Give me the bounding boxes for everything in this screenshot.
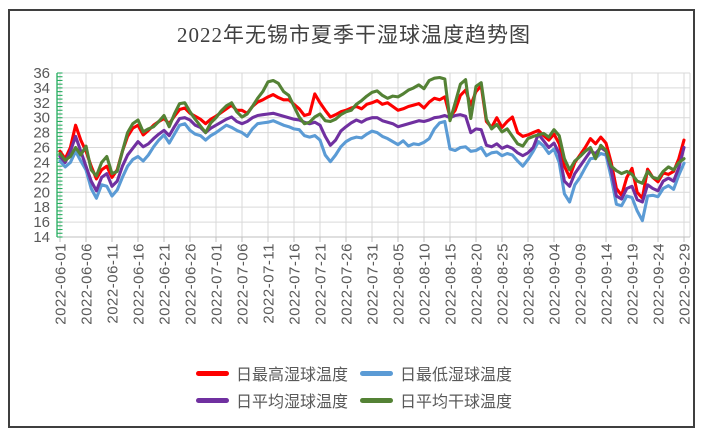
legend-label: 日最高湿球温度 (235, 367, 348, 384)
y-tick-label: 34 (33, 80, 50, 97)
x-tick-label: 2022-09-19 (625, 243, 642, 325)
x-tick-label: 2022-08-30 (521, 243, 538, 325)
x-tick-label: 2022-08-05 (391, 243, 408, 325)
x-tick-label: 2022-07-11 (261, 243, 278, 324)
series-line-日平均湿球温度 (58, 111, 686, 204)
legend-row-1: 日最高湿球温度 日最低湿球温度 (195, 361, 512, 385)
legend-swatch-green-line (360, 397, 393, 403)
y-tick-label: 22 (33, 169, 50, 186)
x-tick-label: 2022-09-24 (651, 243, 668, 325)
y-tick-label: 24 (33, 154, 50, 171)
y-tick-label: 16 (33, 214, 50, 231)
chart-title: 2022年无锡市夏季干湿球温度趋势图 (177, 23, 531, 47)
x-tick-label: 2022-07-16 (287, 243, 304, 325)
legend: 日最高湿球温度 日最低湿球温度 日平均湿球温度 日平均干球温度 (0, 361, 708, 412)
x-tick-label: 2022-09-29 (677, 243, 694, 325)
x-tick-label: 2022-06-21 (157, 243, 174, 325)
legend-item-max-wetbulb: 日最高湿球温度 (195, 361, 348, 385)
y-tick-label: 26 (33, 140, 50, 157)
x-tick-label: 2022-09-14 (599, 243, 616, 325)
series-line-日平均干球温度 (58, 75, 686, 185)
x-tick-label: 2022-08-10 (417, 243, 434, 325)
legend-row-2: 日平均湿球温度 日平均干球温度 (195, 388, 512, 412)
legend-swatch-blue-line (360, 370, 393, 376)
y-tick-label: 20 (33, 184, 50, 201)
x-tick-label: 2022-09-09 (573, 243, 590, 325)
y-tick-label: 32 (33, 95, 50, 112)
x-tick-label: 2022-06-16 (131, 243, 148, 325)
legend-item-avg-wetbulb: 日平均湿球温度 (195, 388, 348, 412)
x-tick-label: 2022-06-11 (105, 243, 122, 324)
x-tick-label: 2022-06-01 (53, 243, 70, 325)
legend-swatch-red-line (195, 370, 229, 376)
x-tick-label: 2022-08-20 (469, 243, 486, 325)
x-tick-label: 2022-09-04 (547, 243, 564, 325)
legend-label: 日平均湿球温度 (235, 394, 348, 411)
legend-item-avg-drybulb: 日平均干球温度 (360, 388, 512, 412)
y-tick-label: 14 (33, 229, 50, 246)
legend-swatch-purple-line (195, 397, 229, 403)
x-tick-label: 2022-06-06 (79, 243, 96, 325)
series-line-日最低湿球温度 (58, 119, 686, 223)
legend-label: 日最低湿球温度 (400, 367, 513, 384)
x-tick-label: 2022-08-25 (495, 243, 512, 325)
x-tick-label: 2022-07-06 (235, 243, 252, 325)
x-tick-label: 2022-07-01 (209, 243, 226, 325)
y-tick-label: 36 (33, 65, 50, 82)
x-tick-label: 2022-08-15 (443, 243, 460, 325)
x-tick-label: 2022-06-26 (183, 243, 200, 325)
x-tick-label: 2022-07-31 (365, 243, 382, 325)
y-tick-label: 28 (33, 125, 50, 142)
legend-label: 日平均干球温度 (400, 394, 513, 411)
y-tick-label: 18 (33, 199, 50, 216)
x-tick-label: 2022-07-26 (339, 243, 356, 325)
legend-item-min-wetbulb: 日最低湿球温度 (360, 361, 512, 385)
x-tick-label: 2022-07-21 (313, 243, 330, 325)
y-tick-label: 30 (33, 110, 50, 127)
